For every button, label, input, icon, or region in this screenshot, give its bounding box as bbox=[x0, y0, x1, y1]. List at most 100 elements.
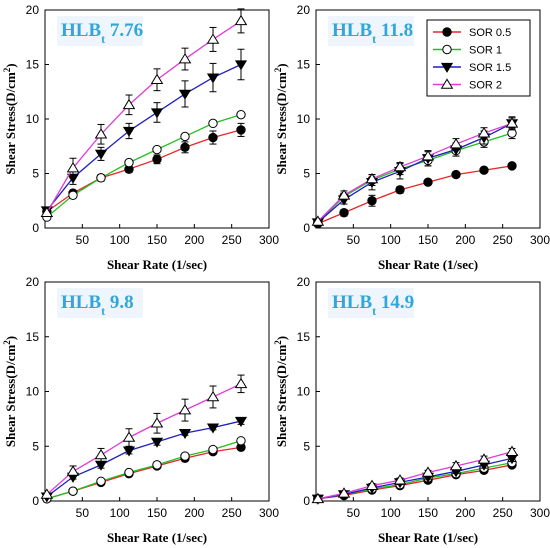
series-line bbox=[46, 420, 242, 498]
marker-filled-triangle-down-p0-s2-2 bbox=[94, 149, 108, 160]
marker-open-triangle-up-p1-s3-7 bbox=[505, 117, 519, 128]
x-axis-title: Shear Rate (1/sec) bbox=[378, 530, 478, 545]
x-tick-label: 250 bbox=[222, 233, 242, 247]
y-tick-label: 20 bbox=[26, 3, 40, 17]
marker-filled-triangle-down-p2-s2-3 bbox=[122, 446, 136, 457]
y-tick-label: 5 bbox=[303, 167, 310, 181]
y-axis-title-main: Shear Stress(D/cm bbox=[274, 345, 289, 448]
y-axis-title: Shear Stress(D/cm2) bbox=[2, 336, 18, 447]
marker-open-circle-p2-s1-2 bbox=[96, 476, 106, 486]
panel-title-sub: t bbox=[101, 32, 105, 46]
series-line bbox=[46, 129, 242, 213]
y-tick-label: 5 bbox=[32, 439, 39, 453]
panel-title: HLBt 14.9 bbox=[332, 292, 414, 318]
series-line bbox=[317, 451, 513, 500]
series-sor-0.5 bbox=[313, 161, 517, 229]
panel-title-main: HLB bbox=[61, 20, 101, 41]
marker-open-circle-p2-s1-6 bbox=[208, 444, 218, 455]
y-axis-title-sup: 2 bbox=[273, 340, 283, 345]
marker-open-circle-p2-s1-4 bbox=[152, 460, 162, 470]
marker-open-triangle-up-p1-s3-3 bbox=[393, 160, 407, 172]
x-axis-title: Shear Rate (1/sec) bbox=[107, 530, 207, 545]
panel-title: HLBt 7.76 bbox=[61, 20, 143, 46]
marker-open-circle-p0-s1-4 bbox=[152, 144, 162, 155]
marker-open-triangle-up-p2-s3-7 bbox=[234, 377, 248, 389]
panel-title-sub: t bbox=[101, 304, 105, 318]
marker-filled-circle-p1-s0-4 bbox=[423, 177, 433, 187]
panel-title-sub: t bbox=[372, 32, 376, 46]
x-tick-label: 50 bbox=[76, 506, 90, 520]
marker-filled-circle-p1-s0-7 bbox=[507, 161, 517, 171]
x-tick-label: 250 bbox=[493, 233, 513, 247]
panel-title-highlight bbox=[328, 16, 414, 46]
x-tick-label: 200 bbox=[184, 233, 204, 247]
marker-open-triangle-up-p1-s3-2 bbox=[365, 172, 379, 184]
y-tick-label: 15 bbox=[297, 58, 311, 72]
marker-filled-triangle-down-p0-s2-3 bbox=[122, 126, 136, 137]
marker-open-triangle-up-p0-s3-3 bbox=[122, 98, 136, 110]
y-tick-label: 0 bbox=[32, 494, 39, 508]
marker-open-triangle-up-p0-s3-5 bbox=[178, 52, 192, 64]
marker-open-triangle-up-p0-s3-7 bbox=[234, 14, 248, 26]
marker-filled-circle-p1-s0-2 bbox=[367, 196, 377, 206]
marker-filled-triangle-down-p2-s2-4 bbox=[150, 437, 164, 448]
panel-title: HLBt 11.8 bbox=[332, 20, 413, 46]
series-sor-2 bbox=[311, 117, 519, 226]
panel-title: HLBt 9.8 bbox=[61, 292, 134, 318]
marker-open-triangle-up-p3-s3-7 bbox=[505, 445, 519, 457]
y-axis-title-close: ) bbox=[3, 63, 18, 67]
marker-open-triangle-up-p3-s3-0 bbox=[311, 492, 325, 504]
marker-filled-triangle-down-p0-s2-4 bbox=[150, 108, 164, 119]
y-axis-title-close: ) bbox=[274, 336, 289, 340]
y-axis-title: Shear Stress(D/cm2) bbox=[273, 336, 289, 447]
marker-open-triangle-up-p0-s3-4 bbox=[150, 73, 164, 85]
panel-title-value: 7.76 bbox=[105, 20, 143, 41]
y-axis-title-close: ) bbox=[274, 63, 289, 67]
marker-open-triangle-up-p3-s3-6 bbox=[477, 453, 491, 464]
marker-open-triangle-up-p2-s3-5 bbox=[178, 404, 192, 415]
y-tick-label: 5 bbox=[303, 439, 310, 453]
series-sor-1 bbox=[42, 109, 246, 222]
marker-filled-circle-p1-slegend-0 bbox=[442, 27, 452, 37]
x-tick-label: 200 bbox=[455, 506, 475, 520]
x-tick-label: 250 bbox=[493, 506, 513, 520]
marker-filled-circle-p0-s0-5 bbox=[180, 142, 190, 153]
x-tick-label: 50 bbox=[76, 233, 90, 247]
x-tick-label: 50 bbox=[347, 233, 361, 247]
y-tick-label: 0 bbox=[303, 494, 310, 508]
marker-filled-circle-p0-s0-6 bbox=[208, 132, 218, 143]
x-tick-label: 150 bbox=[418, 233, 438, 247]
x-tick-label: 300 bbox=[259, 233, 279, 247]
series-line bbox=[46, 440, 242, 500]
series-line bbox=[317, 165, 513, 225]
x-tick-label: 150 bbox=[147, 233, 167, 247]
marker-open-circle-p2-s1-3 bbox=[124, 467, 134, 478]
marker-open-triangle-up-p2-s3-0 bbox=[40, 488, 54, 499]
y-tick-label: 15 bbox=[26, 58, 40, 72]
legend-label: SOR 0.5 bbox=[469, 27, 511, 39]
x-axis-title: Shear Rate (1/sec) bbox=[378, 257, 478, 272]
y-tick-label: 10 bbox=[26, 385, 40, 399]
x-tick-label: 300 bbox=[530, 506, 550, 520]
marker-open-triangle-up-p3-s3-1 bbox=[337, 487, 351, 498]
y-tick-label: 15 bbox=[297, 330, 311, 344]
marker-open-triangle-up-p3-s3-4 bbox=[421, 466, 435, 477]
x-tick-label: 250 bbox=[222, 506, 242, 520]
series-sor-2 bbox=[311, 445, 519, 504]
marker-filled-triangle-down-p0-s2-5 bbox=[178, 89, 192, 100]
panel-title-main: HLB bbox=[61, 292, 101, 313]
marker-open-circle-p2-s1-5 bbox=[180, 451, 190, 461]
marker-open-circle-p0-s1-1 bbox=[68, 190, 78, 201]
series-sor-2 bbox=[40, 8, 248, 218]
y-axis-title: Shear Stress(D/cm2) bbox=[273, 63, 289, 174]
y-axis-title-sup: 2 bbox=[2, 67, 12, 72]
marker-open-triangle-up-p2-s3-3 bbox=[122, 431, 136, 442]
y-axis-title-main: Shear Stress(D/cm bbox=[3, 72, 18, 175]
marker-open-circle-p0-s1-3 bbox=[124, 157, 134, 168]
x-tick-label: 100 bbox=[110, 506, 130, 520]
y-axis-title-sup: 2 bbox=[273, 67, 283, 72]
marker-open-triangle-up-p0-s3-6 bbox=[206, 33, 220, 44]
x-tick-label: 100 bbox=[110, 233, 130, 247]
marker-open-triangle-up-p2-s3-2 bbox=[94, 448, 108, 460]
